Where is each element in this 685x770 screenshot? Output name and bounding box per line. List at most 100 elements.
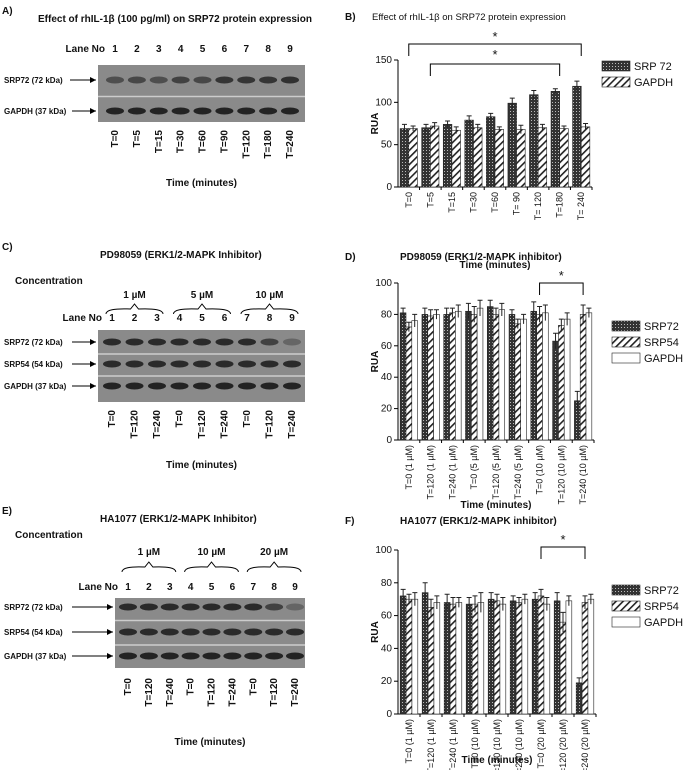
y-tick-label: 50: [381, 140, 393, 151]
error-bar: [553, 332, 559, 349]
bar: [492, 314, 500, 441]
band: [193, 107, 212, 115]
error-bar: [488, 592, 494, 606]
band: [148, 382, 166, 390]
x-tick-label: T=240 (20 µM): [580, 719, 590, 770]
significance-star: *: [559, 268, 564, 283]
x-tick-label: T=0 (20 µM): [536, 719, 546, 768]
lane-number: 5: [200, 44, 206, 55]
blot-title: Effect of rhIL-1β (100 pg/ml) on SRP72 p…: [38, 14, 312, 25]
lane-number: 8: [271, 582, 277, 593]
error-bar: [554, 592, 560, 610]
error-bar: [544, 597, 550, 611]
error-bar: [475, 123, 481, 132]
bar: [421, 592, 429, 715]
band: [149, 107, 168, 115]
band: [103, 360, 121, 368]
brace: [105, 303, 164, 315]
x-tick-label: T=240 (5 µM): [513, 445, 523, 499]
lane-number: 7: [250, 582, 256, 593]
panel-label: E): [2, 506, 12, 517]
band: [193, 382, 211, 390]
legend-swatch: [601, 60, 631, 72]
time-label: T=0: [110, 130, 121, 148]
band: [125, 338, 144, 346]
bar: [552, 340, 559, 441]
band: [160, 628, 179, 636]
error-bar: [432, 122, 438, 130]
lane-number: 9: [289, 313, 295, 324]
band: [103, 382, 121, 390]
time-label: T=0: [107, 410, 118, 428]
bar: [476, 307, 484, 441]
brace: [173, 303, 231, 315]
band: [286, 652, 304, 660]
x-tick-label: T=120 (5 µM): [491, 445, 501, 499]
y-tick-label: 40: [381, 643, 393, 654]
x-tick-label: T=0: [404, 192, 414, 208]
legend-label: GAPDH: [644, 617, 683, 629]
time-label: T=240: [290, 678, 301, 707]
band: [238, 382, 256, 390]
lane-number: 6: [222, 44, 228, 55]
x-tick-label: T=0 (1 µM): [404, 445, 414, 489]
bar: [451, 129, 461, 188]
time-label: T=180: [263, 130, 274, 159]
error-bar: [580, 304, 586, 324]
concentration: 10 µM: [198, 547, 226, 558]
bar: [530, 310, 537, 441]
x-tick-label: T=240 (10 µM): [578, 445, 588, 504]
x-tick-label: T=240 (1 µM): [448, 719, 458, 770]
bar: [580, 126, 591, 188]
error-bar: [445, 120, 451, 128]
error-bar: [423, 123, 429, 132]
error-bar: [531, 89, 537, 99]
concentration: 5 µM: [191, 290, 213, 301]
band-label: SRP72 (72 kDa): [4, 76, 63, 85]
y-tick-label: 100: [375, 545, 392, 556]
bar: [411, 320, 418, 441]
error-bar: [518, 124, 524, 134]
bar: [581, 602, 589, 715]
error-bar: [561, 125, 567, 132]
x-tick-label: T=30: [468, 192, 478, 213]
band: [244, 628, 263, 636]
band: [223, 652, 242, 660]
bar: [449, 603, 457, 715]
bar: [471, 314, 478, 441]
legend-label: SRP54: [644, 601, 679, 613]
band: [215, 76, 234, 84]
significance-bracket: [408, 43, 582, 56]
legend-swatch: [611, 616, 641, 628]
error-bar: [537, 306, 543, 323]
error-bar: [477, 299, 483, 316]
panel-label: F): [345, 516, 354, 527]
band: [265, 603, 284, 611]
bar: [579, 314, 587, 441]
y-tick-label: 40: [381, 372, 393, 383]
chart-title: PD98059 (ERK1/2-MAPK inhibitor): [400, 252, 562, 263]
lane-number: 2: [132, 313, 138, 324]
bar: [465, 310, 472, 441]
error-bar: [428, 309, 434, 323]
x-tick-label: T=240 (1 µM): [447, 445, 457, 499]
bar: [443, 602, 451, 715]
lane-label: Lane No: [63, 313, 102, 324]
band: [286, 628, 304, 636]
band: [106, 107, 124, 115]
band-label: SRP72 (72 kDa): [4, 603, 63, 612]
bar: [486, 306, 494, 441]
lane-label: Lane No: [66, 44, 105, 55]
y-tick-label: 0: [386, 182, 392, 193]
blot-title: PD98059 (ERK1/2-MAPK Inhibitor): [100, 250, 262, 261]
bar: [520, 318, 527, 441]
error-bar: [510, 595, 516, 606]
error-bar: [487, 299, 493, 313]
bar: [542, 312, 549, 441]
legend-swatch: [601, 76, 631, 88]
x-axis-label: Time (minutes): [462, 755, 533, 766]
bar: [529, 94, 539, 188]
bar: [411, 598, 419, 715]
legend-swatch: [611, 336, 641, 348]
error-bar: [522, 593, 528, 605]
